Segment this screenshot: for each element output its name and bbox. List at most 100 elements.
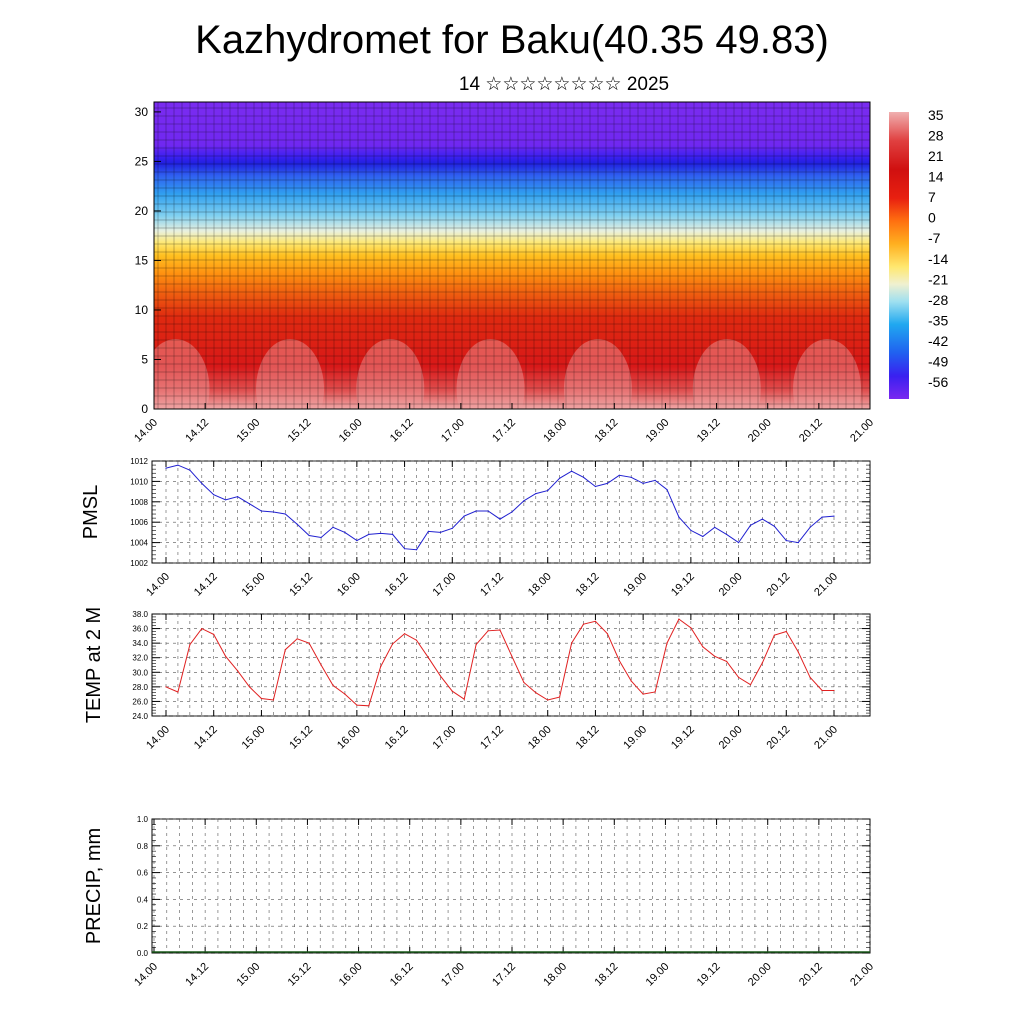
heatmap-x-tick-label: 20.12 (797, 417, 825, 445)
colorbar-label: -42 (928, 333, 948, 349)
pmsl-y-axis-label: PMSL (80, 485, 102, 539)
pmsl-data-point (642, 482, 644, 484)
temp-x-tick-label: 20.00 (717, 724, 745, 752)
heatmap-x-tick-label: 19.00 (644, 417, 672, 445)
pmsl-y-tick-label: 1008 (130, 498, 148, 507)
pmsl-data-point (726, 533, 728, 536)
precip-y-tick-label: 0.2 (137, 922, 149, 931)
temp-y-tick-label: 32.0 (132, 654, 148, 663)
temp-data-point (463, 698, 465, 700)
heatmap-x-tick-label: 18.12 (592, 417, 620, 445)
pmsl-data-point (308, 534, 310, 537)
pmsl-y-tick-label: 1002 (130, 559, 148, 568)
temp-data-point (749, 684, 752, 686)
temp-data-point (380, 665, 382, 668)
pmsl-y-tick-label: 1006 (130, 518, 148, 527)
heatmap-y-tick-label: 25 (135, 154, 149, 168)
temp-data-point (833, 689, 835, 692)
precip-x-tick-label: 21.00 (848, 961, 876, 989)
colorbar-label: -14 (928, 251, 948, 267)
pmsl-data-point (630, 476, 632, 478)
heatmap-y-tick-label: 10 (135, 303, 149, 317)
temp-data-point (618, 660, 620, 662)
precip-x-tick-label: 15.00 (234, 961, 262, 989)
temp-data-point (630, 680, 632, 682)
precip-x-tick-label: 18.00 (541, 961, 569, 989)
temp-data-point (213, 633, 215, 636)
temp-data-point (475, 644, 477, 646)
temp-x-tick-label: 21.00 (812, 724, 840, 752)
temp-x-tick-label: 19.00 (621, 724, 649, 752)
pmsl-data-point (439, 531, 441, 534)
temp-data-point (511, 655, 513, 657)
temp-data-point (523, 681, 525, 684)
temp-data-point (427, 657, 429, 659)
colorbar-label: -56 (928, 374, 948, 390)
pmsl-data-point (594, 485, 597, 488)
pmsl-data-point (356, 540, 358, 542)
temp-data-point (308, 642, 310, 644)
heatmap-y-tick-label: 15 (135, 253, 149, 267)
pmsl-data-point (225, 499, 227, 501)
temp-data-point (690, 627, 692, 629)
pmsl-x-tick-label: 14.12 (192, 571, 220, 599)
pmsl-data-point (260, 510, 262, 512)
colorbar-label: 14 (928, 169, 944, 185)
temp-data-point (451, 690, 453, 692)
pmsl-data-point (165, 467, 167, 469)
temp-data-point (201, 628, 203, 630)
chart-date: 14 ☆☆☆☆☆☆☆☆ 2025 (458, 74, 670, 95)
temp-data-point (392, 643, 394, 645)
colorbar-label: -28 (928, 292, 948, 308)
temp-data-point (189, 644, 191, 646)
precip-x-tick-label: 19.12 (695, 961, 723, 989)
precip-x-tick-label: 18.12 (592, 961, 620, 989)
pmsl-data-point (761, 518, 764, 520)
heatmap-x-tick-label: 14.12 (183, 417, 211, 445)
pmsl-data-point (392, 533, 394, 536)
temp-y-tick-label: 38.0 (132, 610, 148, 619)
heatmap-x-tick-label: 15.00 (234, 417, 262, 445)
temp-data-point (404, 633, 406, 635)
pmsl-data-point (606, 482, 609, 484)
pmsl-data-point (714, 526, 716, 528)
temp-x-tick-label: 15.00 (240, 724, 268, 752)
precip-x-tick-label: 17.12 (490, 961, 518, 989)
temp-data-point (332, 684, 334, 687)
temp-data-point (237, 670, 239, 672)
pmsl-data-point (785, 540, 787, 542)
pmsl-data-point (749, 524, 752, 526)
temp-data-point (582, 623, 585, 625)
temp-data-point (177, 691, 179, 693)
temp-data-point (606, 633, 609, 635)
temp-data-point (678, 618, 680, 620)
pmsl-data-point (427, 530, 429, 533)
temp-data-point (272, 699, 274, 701)
pmsl-data-point (415, 549, 418, 551)
temp-data-point (594, 620, 597, 622)
temp-y-axis-label: TEMP at 2 M (83, 607, 105, 723)
pmsl-data-point (380, 532, 382, 535)
heatmap-x-tick-label: 16.12 (388, 417, 416, 445)
precip-x-tick-label: 15.12 (286, 961, 314, 989)
pmsl-data-point (618, 474, 620, 476)
precip-frame (151, 818, 871, 954)
temp-x-tick-label: 18.00 (526, 724, 554, 752)
temp-data-point (547, 699, 549, 701)
pmsl-data-point (821, 516, 823, 518)
temp-data-point (439, 675, 441, 677)
precip-x-tick-label: 14.00 (132, 961, 160, 989)
precip-x-tick-label: 16.12 (388, 961, 416, 989)
pmsl-x-tick-label: 17.00 (430, 571, 458, 599)
pmsl-data-point (177, 464, 179, 466)
temp-data-point (165, 686, 167, 688)
temp-data-point (284, 649, 286, 651)
precip-x-tick-label: 20.00 (746, 961, 774, 989)
precip-x-tick-label: 20.12 (797, 961, 825, 989)
heatmap-y-tick-label: 20 (135, 204, 149, 218)
precip-y-tick-label: 0.4 (137, 895, 149, 904)
temp-data-point (773, 634, 776, 636)
heatmap-y-tick-label: 5 (141, 352, 148, 366)
temp-data-point (487, 630, 489, 632)
temp-x-tick-label: 19.12 (669, 724, 697, 752)
